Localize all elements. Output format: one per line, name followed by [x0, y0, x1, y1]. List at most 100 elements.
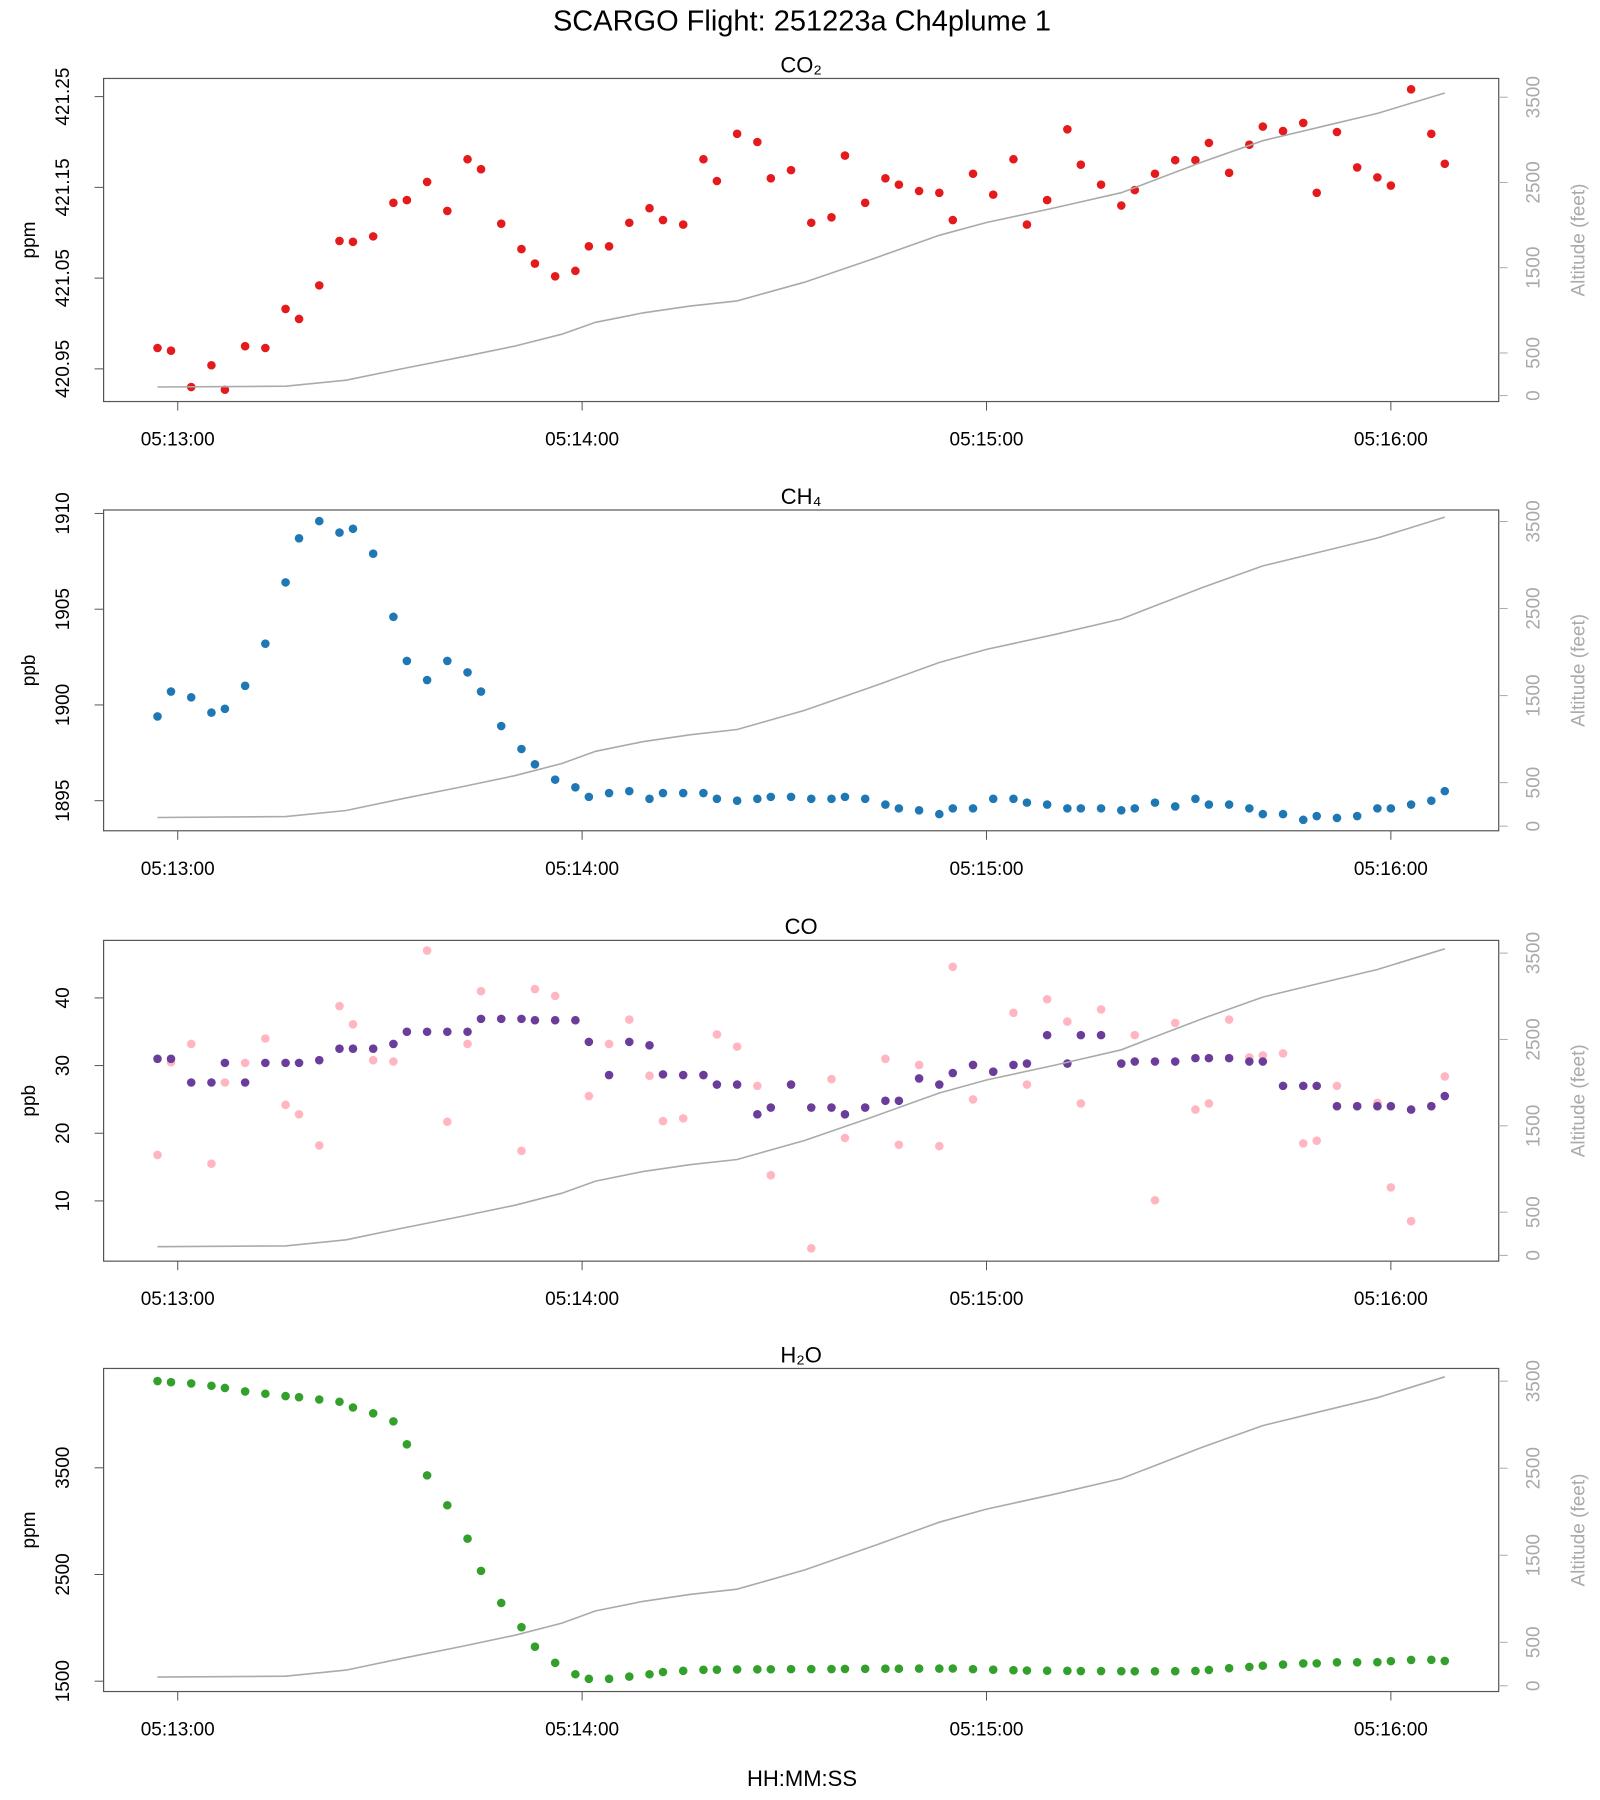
data-point: [402, 656, 412, 666]
data-point: [712, 176, 722, 186]
data-point: [1373, 804, 1382, 813]
data-point: [914, 1664, 924, 1673]
data-point: [571, 266, 580, 276]
x-axis-label: HH:MM:SS: [747, 1766, 857, 1791]
y2-tick-label: 1500: [1524, 674, 1545, 716]
data-point: [1042, 994, 1052, 1004]
data-point: [1063, 1666, 1072, 1676]
plot-frame: [102, 77, 1500, 403]
x-tick-label: 05:13:00: [141, 430, 215, 451]
data-point: [348, 524, 358, 534]
x-tick-label: 05:13:00: [141, 859, 215, 880]
data-point: [894, 804, 904, 813]
data-point: [1042, 800, 1052, 809]
data-point: [443, 1117, 452, 1127]
panel: CO ppb Altitude (feet) 05:13:00 05:14:00 05:1…: [19, 914, 1589, 1310]
data-point: [948, 215, 958, 225]
data-point: [881, 800, 890, 809]
data-point: [806, 1103, 816, 1112]
data-point: [914, 1074, 924, 1083]
data-point: [1042, 1030, 1052, 1040]
data-point: [584, 792, 594, 802]
data-point: [645, 203, 654, 213]
data-point: [935, 1141, 944, 1151]
data-point: [571, 1015, 580, 1025]
data-point: [624, 218, 634, 228]
y-axis-label: ppb: [19, 655, 40, 687]
data-point: [368, 1055, 378, 1065]
data-point: [1022, 220, 1032, 229]
y-tick-label: 20: [53, 1123, 74, 1144]
data-point: [571, 1669, 580, 1679]
data-point: [1096, 1666, 1106, 1676]
data-point: [550, 272, 560, 281]
data-point: [1278, 1081, 1288, 1091]
data-point: [496, 1014, 506, 1024]
data-point: [1427, 1101, 1436, 1111]
data-point: [699, 154, 708, 164]
data-point: [988, 1665, 998, 1674]
data-point: [1170, 1666, 1180, 1676]
data-point: [1170, 1018, 1180, 1028]
data-point: [1332, 1081, 1342, 1091]
data-point: [827, 213, 836, 222]
data-point: [753, 1110, 762, 1119]
data-point: [476, 1014, 486, 1024]
data-point: [496, 1598, 506, 1608]
data-point: [948, 1664, 958, 1673]
data-point: [422, 675, 432, 685]
data-point: [1406, 800, 1416, 809]
y2-tick-label: 1500: [1524, 1534, 1545, 1576]
data-point: [935, 1664, 944, 1673]
data-point: [624, 1037, 634, 1047]
data-point: [1170, 1057, 1180, 1066]
data-point: [935, 809, 944, 819]
data-point: [968, 1060, 978, 1070]
y2-tick-label: 500: [1524, 767, 1545, 799]
data-point: [584, 242, 594, 251]
data-point: [1386, 1183, 1396, 1192]
data-point: [1116, 805, 1126, 815]
data-point: [348, 1403, 358, 1412]
data-point: [699, 1665, 708, 1675]
data-point: [860, 794, 870, 804]
data-point: [584, 1037, 594, 1047]
data-point: [1150, 169, 1160, 179]
data-point: [207, 1381, 216, 1391]
data-point: [314, 1055, 324, 1065]
data-point: [153, 1054, 162, 1064]
data-point: [294, 1058, 304, 1068]
data-point: [1224, 1663, 1234, 1673]
data-point: [1204, 1665, 1214, 1675]
data-point: [968, 804, 978, 813]
data-point: [881, 173, 890, 183]
data-point: [935, 1080, 944, 1089]
data-point: [786, 1664, 796, 1674]
data-point: [1224, 800, 1234, 809]
data-point: [860, 1103, 870, 1112]
plot-frame: [102, 1367, 1500, 1693]
data-point: [186, 1039, 196, 1049]
data-point: [840, 151, 850, 160]
data-point: [1130, 1666, 1140, 1676]
data-point: [240, 681, 250, 691]
data-point: [1298, 815, 1308, 825]
data-point: [294, 314, 304, 324]
data-point: [914, 805, 924, 815]
data-point: [443, 656, 452, 666]
data-point: [240, 1058, 250, 1068]
data-point: [1191, 794, 1200, 804]
y2-axis-label: Altitude (feet): [1568, 1474, 1589, 1587]
data-point: [220, 704, 230, 714]
x-tick-label: 05:13:00: [141, 1720, 215, 1741]
data-point: [840, 1110, 850, 1119]
data-point: [476, 1566, 486, 1576]
y2-tick-label: 2500: [1524, 1018, 1545, 1060]
data-point: [860, 198, 870, 208]
data-point: [1042, 195, 1052, 205]
altitude-line: [157, 1376, 1446, 1678]
data-point: [658, 1116, 668, 1126]
data-point: [1386, 1101, 1396, 1111]
data-point: [422, 177, 432, 187]
data-point: [281, 304, 290, 314]
